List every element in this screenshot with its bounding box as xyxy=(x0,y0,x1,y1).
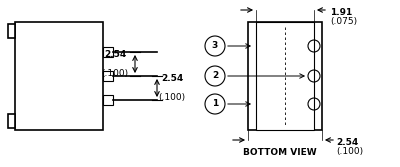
Text: 1: 1 xyxy=(212,100,218,109)
Text: 2.54: 2.54 xyxy=(104,50,126,59)
Bar xyxy=(256,22,314,130)
Text: 2.54: 2.54 xyxy=(336,138,358,147)
Text: 2: 2 xyxy=(212,71,218,80)
Bar xyxy=(103,71,113,81)
Bar xyxy=(8,24,15,38)
Bar xyxy=(103,95,113,105)
Text: 2.54: 2.54 xyxy=(161,74,183,83)
Text: (.100): (.100) xyxy=(336,147,363,156)
Bar xyxy=(8,114,15,128)
Text: 1.91: 1.91 xyxy=(330,8,352,17)
Text: (.075): (.075) xyxy=(330,17,357,26)
Text: (.100): (.100) xyxy=(158,83,186,102)
Text: 3: 3 xyxy=(212,42,218,50)
Text: BOTTOM VIEW: BOTTOM VIEW xyxy=(243,148,317,157)
Bar xyxy=(15,22,103,130)
Bar xyxy=(103,47,113,57)
Text: (.100): (.100) xyxy=(102,59,128,78)
Bar xyxy=(248,22,322,130)
